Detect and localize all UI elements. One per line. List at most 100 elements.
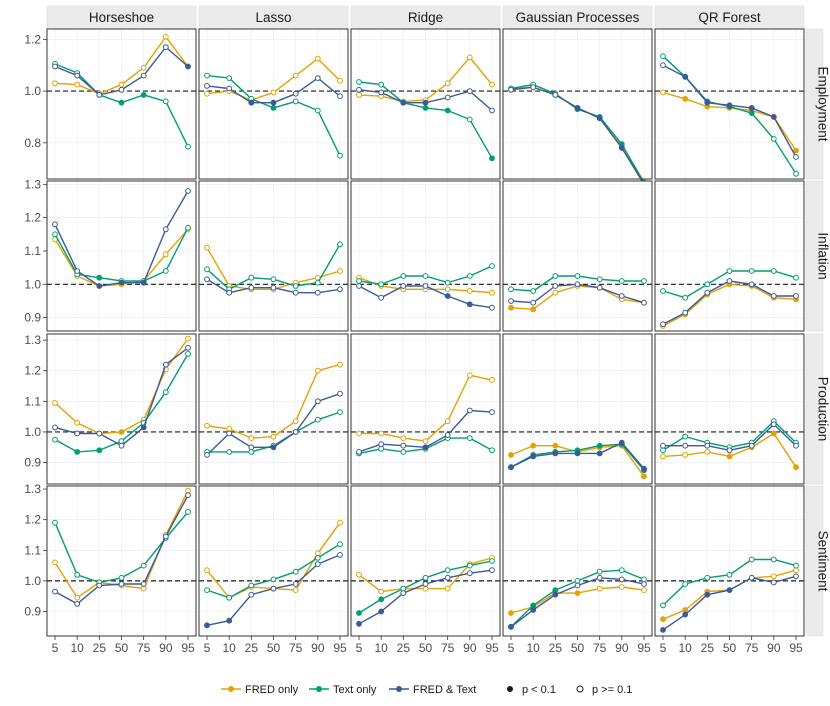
data-point-text-only [660,288,666,294]
data-point-text-only [618,567,625,574]
series-text-only [660,268,799,301]
data-point-fred-only [596,585,603,592]
data-point-fred-and-text [337,390,343,397]
data-point-fred-and-text [356,449,362,455]
data-point-fred-and-text [140,581,147,587]
x-tick-label: 50 [115,641,129,655]
data-point-fred-and-text [748,105,755,111]
data-point-fred-and-text [596,574,603,581]
data-point-fred-and-text [552,591,559,598]
data-point-fred-and-text [422,581,429,587]
legend-label-fred-only: FRED only [245,684,299,696]
data-point-text-only [314,555,321,561]
data-point-fred-and-text [52,63,58,70]
strip-label-horseshoe: Horseshoe [89,10,154,25]
series-fred-and-text [508,574,647,630]
strip-horseshoe: Horseshoe [46,5,197,30]
data-point-fred-and-text [185,492,191,499]
x-tick-label: 50 [419,641,433,655]
data-point-text-only [530,602,537,609]
panel-sentiment-qr-forest [654,485,805,637]
data-point-fred-and-text [74,72,81,79]
data-point-fred-and-text [292,581,299,587]
data-point-fred-only [530,306,537,313]
data-point-text-only [748,268,755,274]
panel-inflation-horseshoe [46,180,197,332]
data-point-fred-only [530,442,537,449]
data-point-fred-and-text [444,94,451,101]
panel-border [350,333,501,485]
legend-filled-marker [507,686,513,692]
data-point-fred-and-text [793,442,799,449]
x-tick-label: 25 [549,641,563,655]
data-point-fred-and-text [118,86,125,93]
data-point-fred-and-text [444,432,451,438]
data-point-text-only [74,571,81,578]
data-point-text-only [96,274,103,281]
data-point-fred-and-text [248,99,255,106]
y-tick-label: 0.8 [24,136,41,150]
data-point-fred-only [552,289,559,296]
data-point-text-only [660,602,666,609]
data-point-text-only [337,541,343,548]
data-point-text-only [793,562,799,569]
y-axis-production: 0.9 1.0 1.1 1.2 1.3 [24,333,47,470]
series-text-only [52,351,191,455]
data-point-text-only [52,519,58,526]
x-tick-label: 25 [397,641,411,655]
series-fred-and-text [204,552,343,629]
data-point-text-only [466,435,473,442]
data-point-text-only [185,509,191,515]
data-point-text-only [248,274,255,281]
data-point-fred-only [682,607,689,613]
data-point-fred-and-text [466,570,473,577]
x-tick-label: 5 [660,641,667,655]
data-point-text-only [466,116,473,123]
strip-inflation: Inflation [805,180,830,332]
data-point-fred-and-text [52,221,58,228]
x-axis-lasso: 5 10 25 50 75 90 95 [204,636,347,655]
data-point-fred-and-text [140,279,147,286]
panel-production-gaussian-processes [502,333,653,485]
panel-inflation-qr-forest [654,180,805,332]
data-point-fred-and-text [162,361,169,368]
data-point-fred-and-text [530,607,537,613]
data-point-fred-only [682,95,689,102]
data-point-fred-and-text [552,92,559,98]
data-point-text-only [185,224,191,231]
data-point-fred-only [489,377,495,383]
y-tick-label: 1.1 [24,543,41,557]
data-point-fred-and-text [96,92,103,98]
data-point-fred-and-text [400,442,407,449]
y-axis-sentiment: 0.9 1.0 1.1 1.2 1.3 [24,482,47,619]
data-point-text-only [726,268,733,274]
data-point-fred-only [641,587,647,593]
panel-border [502,333,653,485]
data-point-fred-and-text [314,561,321,567]
data-point-fred-and-text [400,283,407,289]
x-tick-label: 50 [267,641,281,655]
data-point-fred-and-text [337,93,343,100]
data-point-text-only [378,281,385,288]
panel-border [654,333,805,485]
data-point-fred-and-text [140,424,147,431]
x-tick-label: 90 [311,641,325,655]
series-fred-and-text [52,344,191,449]
data-point-fred-and-text [118,581,125,587]
data-point-text-only [378,445,385,452]
data-point-fred-and-text [726,278,733,284]
data-point-text-only [356,610,362,616]
data-point-text-only [422,574,429,581]
legend-item-text-only: Text only [309,684,377,696]
legend-item-fred-and-text: FRED & Text [389,684,476,696]
series-fred-and-text [356,283,495,311]
data-point-fred-and-text [748,574,755,581]
data-point-text-only [226,594,233,601]
x-tick-label: 75 [745,641,759,655]
legend-fred-and-text-marker [396,686,402,692]
data-point-fred-and-text [204,622,210,629]
data-point-fred-and-text [618,293,625,299]
data-point-fred-and-text [618,576,625,583]
data-point-text-only [489,447,495,454]
